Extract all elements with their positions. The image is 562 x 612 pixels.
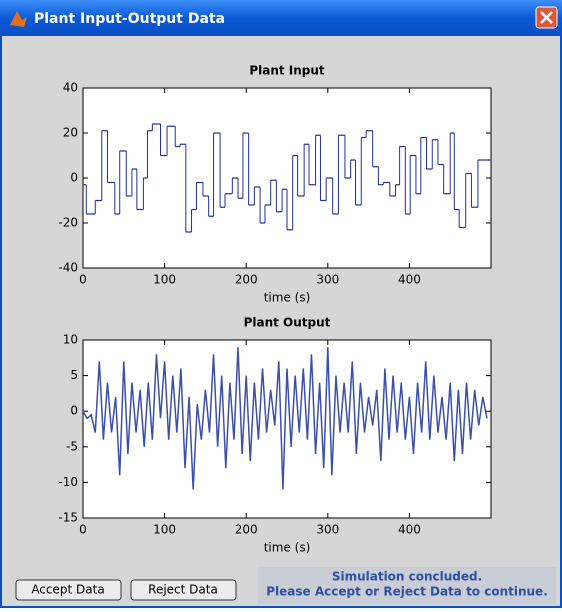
y-tick-label: -10 (58, 475, 78, 489)
app-icon (10, 11, 27, 27)
x-axis-label: time (s) (264, 291, 311, 305)
title-bar (0, 0, 562, 36)
x-tick-label: 100 (153, 523, 176, 537)
y-tick-label: 10 (63, 333, 78, 347)
x-tick-label: 200 (235, 273, 258, 287)
y-tick-label: 0 (70, 171, 78, 185)
button-label: Accept Data (31, 583, 104, 597)
x-tick-label: 400 (398, 523, 421, 537)
x-tick-label: 300 (316, 523, 339, 537)
y-tick-label: 20 (63, 126, 78, 140)
x-axis-label: time (s) (264, 541, 311, 555)
status-text: Please Accept or Reject Data to continue… (266, 585, 548, 599)
chart-title: Plant Input (249, 64, 325, 78)
y-tick-label: -40 (58, 261, 78, 275)
close-button[interactable] (535, 6, 558, 29)
x-tick-label: 200 (235, 523, 258, 537)
x-tick-label: 0 (79, 273, 87, 287)
y-tick-label: 5 (70, 368, 78, 382)
window-title: Plant Input-Output Data (34, 11, 225, 27)
x-tick-label: 300 (316, 273, 339, 287)
status-text: Simulation concluded. (332, 570, 482, 584)
x-tick-label: 100 (153, 273, 176, 287)
y-tick-label: -20 (58, 216, 78, 230)
reject-button[interactable]: Reject Data (130, 579, 237, 601)
output-line (82, 347, 488, 490)
y-tick-label: 0 (70, 404, 78, 418)
x-tick-label: 0 (79, 523, 87, 537)
chart-title: Plant Output (244, 316, 331, 330)
y-tick-label: -5 (66, 439, 78, 453)
accept-button[interactable]: Accept Data (15, 579, 122, 601)
y-tick-label: 40 (63, 81, 78, 95)
y-tick-label: -15 (58, 511, 78, 525)
status-panel (258, 567, 556, 604)
button-label: Reject Data (148, 583, 218, 597)
x-tick-label: 400 (398, 273, 421, 287)
